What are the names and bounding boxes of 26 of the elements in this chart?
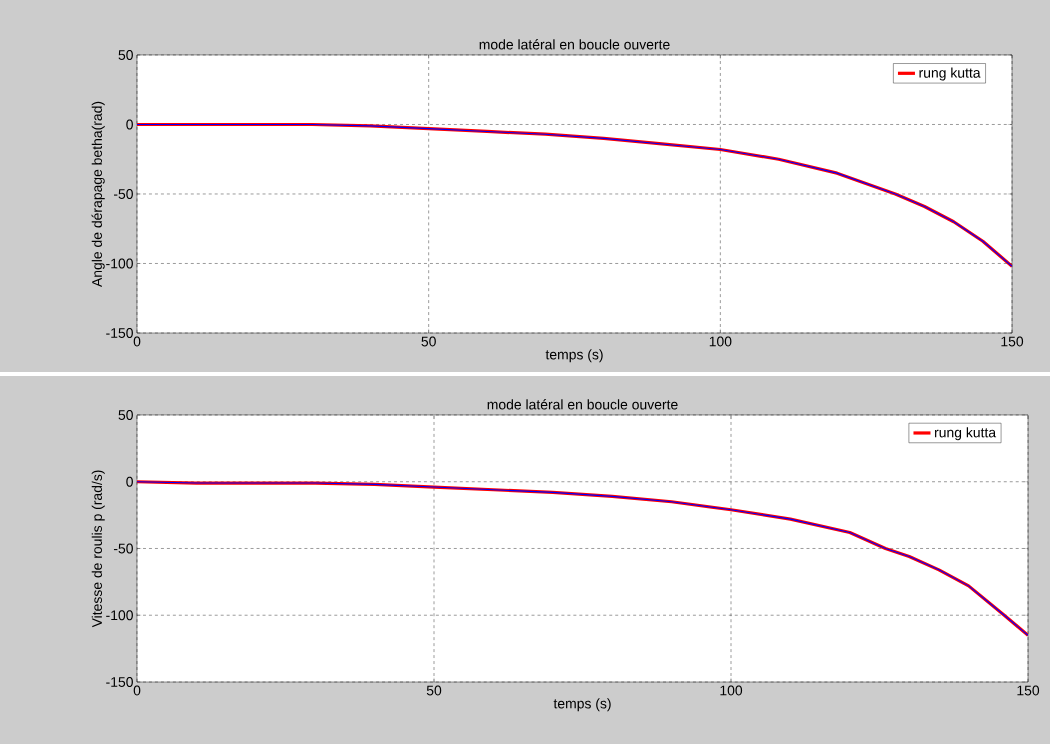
y-tick-label: -100 [106,258,133,269]
y-tick-label: -150 [106,677,133,687]
y-tick-label: -50 [113,189,133,199]
x-tick-label: 100 [720,685,743,696]
y-tick-label: -50 [113,543,133,554]
x-tick-label: 100 [709,336,732,347]
legend-label: rung kutta [934,427,997,441]
x-tick-label: 0 [133,685,141,696]
y-tick-label: 0 [126,119,133,130]
x-axis-title: temps (s) [553,698,611,712]
y-tick-label: 50 [118,50,133,60]
y-tick-label: 0 [126,476,133,487]
y-tick-label: -150 [106,328,133,338]
y-axis-title: Vitesse de roulis p (rad/s) [91,470,105,628]
x-tick-label: 150 [1017,685,1040,696]
legend-label: rung kutta [919,67,981,81]
x-axis-title: temps (s) [545,349,603,363]
y-tick-label: 50 [118,410,133,420]
x-tick-label: 50 [421,336,436,347]
y-axis-title: Angle de dérapage betha(rad) [91,101,105,288]
x-tick-label: 150 [1001,336,1024,347]
chart-title: mode latéral en boucle ouverte [479,39,670,50]
y-tick-label: -100 [106,610,133,621]
x-tick-label: 50 [426,685,442,696]
x-tick-label: 0 [133,336,141,347]
chart-title: mode latéral en boucle ouverte [487,399,678,410]
